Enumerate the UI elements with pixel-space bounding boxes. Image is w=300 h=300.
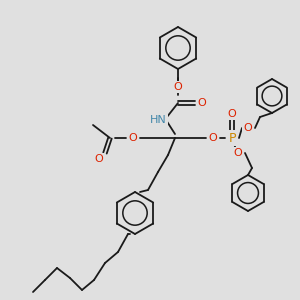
Text: O: O xyxy=(234,148,242,158)
Text: O: O xyxy=(198,98,206,108)
Text: O: O xyxy=(208,133,217,143)
Text: O: O xyxy=(94,154,103,164)
Text: O: O xyxy=(244,123,252,133)
Text: O: O xyxy=(174,82,182,92)
Text: HN: HN xyxy=(150,115,166,125)
Text: O: O xyxy=(129,133,137,143)
Text: O: O xyxy=(228,109,236,119)
Text: P: P xyxy=(228,131,236,145)
